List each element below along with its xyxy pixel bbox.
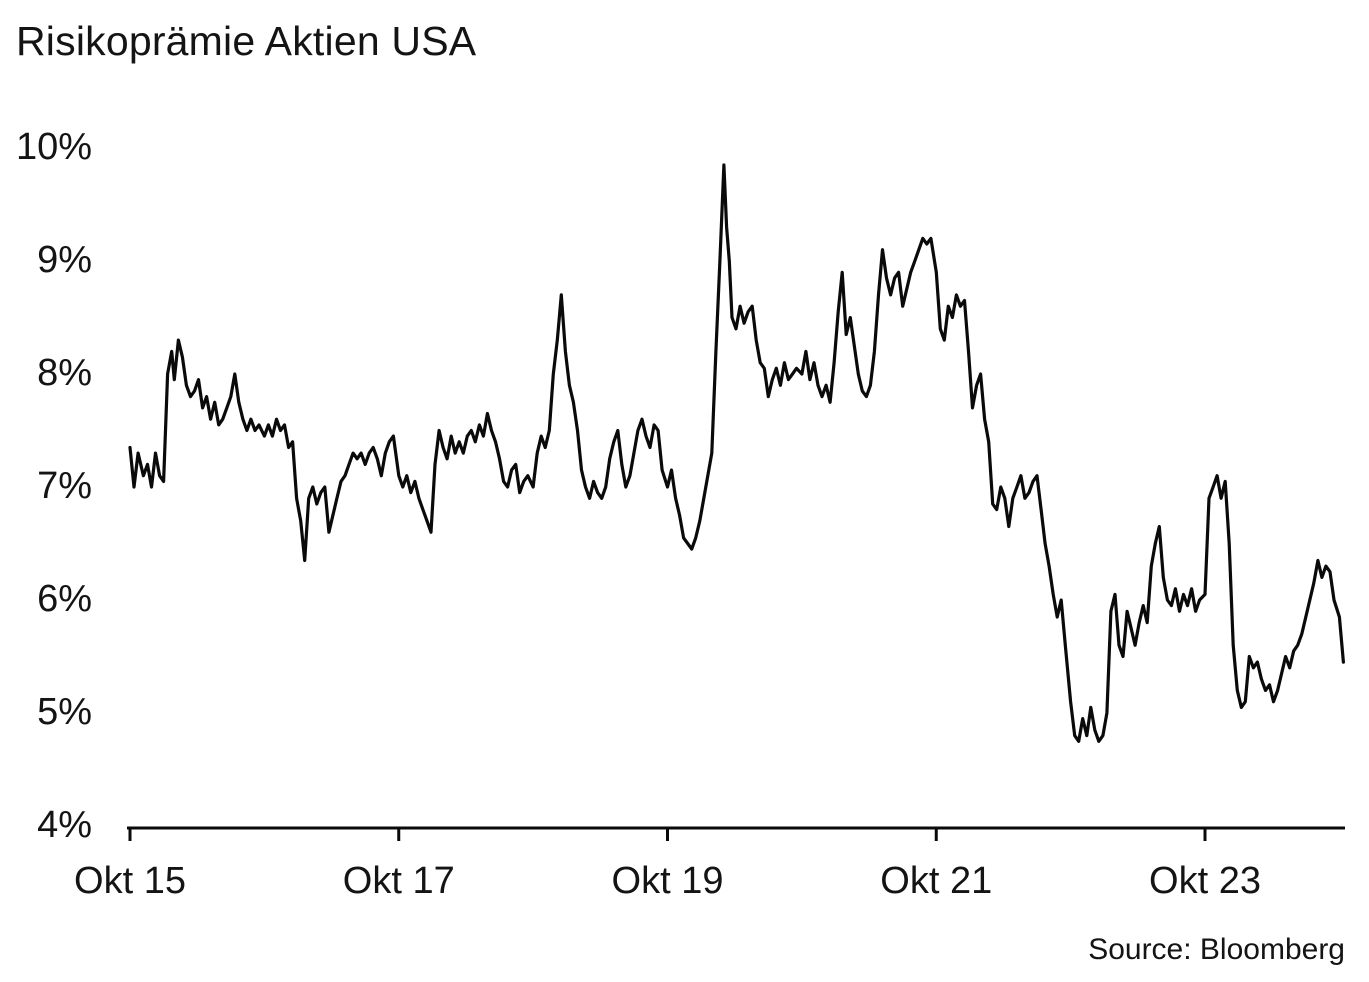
y-axis-tick-label: 9% — [37, 239, 92, 281]
x-axis — [127, 826, 1345, 841]
x-axis-tick-label: Okt 23 — [1149, 860, 1261, 902]
y-axis-tick-label: 8% — [37, 352, 92, 394]
y-axis-tick-label: 6% — [37, 578, 92, 620]
y-axis-tick-label: 5% — [37, 691, 92, 733]
y-axis-tick-label: 4% — [37, 804, 92, 846]
risk-premium-line — [128, 163, 1346, 743]
chart-title: Risikoprämie Aktien USA — [16, 18, 477, 64]
x-axis-tick-label: Okt 21 — [880, 860, 993, 902]
x-axis-tick-label: Okt 15 — [74, 860, 186, 902]
y-axis-tick-label: 10% — [15, 126, 92, 168]
x-axis-tick-label: Okt 19 — [611, 860, 724, 902]
x-axis-tick-label: Okt 17 — [342, 860, 455, 902]
source-label: Source: Bloomberg — [1088, 933, 1345, 966]
y-axis-tick-label: 7% — [37, 465, 92, 507]
